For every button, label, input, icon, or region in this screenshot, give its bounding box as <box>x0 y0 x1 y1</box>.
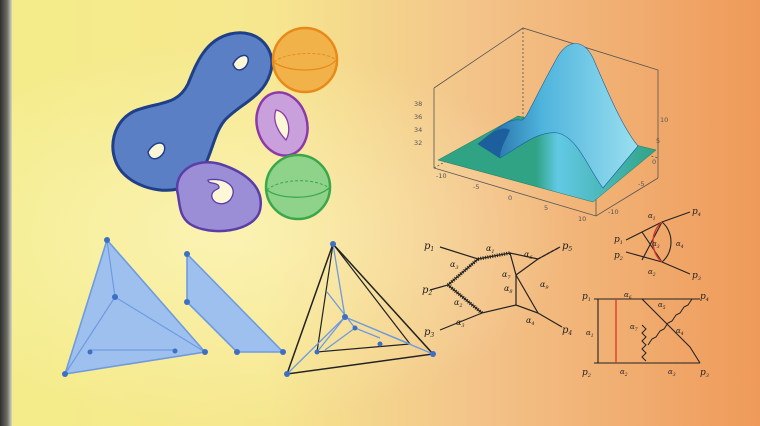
svg-text:α1: α1 <box>486 244 495 255</box>
svg-text:p4: p4 <box>562 325 572 337</box>
x-tick: 5 <box>544 204 548 212</box>
violet-torus <box>175 161 263 233</box>
svg-text:α1: α1 <box>648 212 656 222</box>
green-sphere <box>264 153 332 221</box>
graph-vertex <box>377 341 383 347</box>
svg-text:p1: p1 <box>424 241 434 253</box>
feynman-diagram-box: p1 p2 p3 p4 α1 α2 α3 α4 α5 α6 α7 <box>582 291 709 379</box>
graph-vertex <box>284 371 290 377</box>
surface-plot-3d: 38 36 34 32 -10 -5 0 5 10 10 5 0 -5 -10 <box>414 27 668 223</box>
strip-polytope <box>184 251 286 355</box>
z-tick: 38 <box>414 100 422 108</box>
polytope-diagrams <box>62 237 436 377</box>
z-tick: 32 <box>414 139 422 147</box>
svg-text:p1: p1 <box>614 235 623 246</box>
svg-text:α4: α4 <box>676 240 684 250</box>
y-tick: 5 <box>656 137 660 145</box>
graph-vertex <box>172 348 178 354</box>
graph-vertex <box>87 349 93 355</box>
graph-vertex <box>112 294 118 300</box>
y-tick: -10 <box>608 208 619 216</box>
y-tick: -5 <box>638 180 644 188</box>
graph-vertex <box>184 299 190 305</box>
svg-text:p4: p4 <box>700 292 709 303</box>
surface-trough <box>478 128 510 158</box>
riemann-surfaces-figure <box>111 26 339 233</box>
z-tick: 34 <box>414 126 422 134</box>
svg-text:p3: p3 <box>700 368 709 379</box>
x-tick: -5 <box>473 183 479 191</box>
svg-text:α3: α3 <box>456 318 465 329</box>
svg-text:α5: α5 <box>658 301 666 311</box>
feynman-box-labels: p1 p2 p3 p4 α1 α2 α3 α4 α5 α6 α7 <box>582 291 709 379</box>
svg-text:p2: p2 <box>614 251 623 262</box>
graph-vertex <box>104 237 110 243</box>
feynman-big-labels: p1 p2 p3 p4 p5 α1 α3 α2 α3 α4 α6 α7 α8 α… <box>422 241 572 339</box>
graph-vertex <box>184 251 190 257</box>
svg-text:α6: α6 <box>524 250 533 261</box>
svg-text:α4: α4 <box>526 316 535 327</box>
x-tick: 0 <box>508 194 512 202</box>
z-tick: 36 <box>414 113 422 121</box>
y-axis-ticks: 10 5 0 -5 -10 <box>608 116 668 216</box>
triangle-polytope <box>62 237 208 377</box>
nested-triangle-graph <box>284 241 436 377</box>
feynman-diagram-pentagon: p1 p2 p3 p4 p5 α1 α3 α2 α3 α4 α6 α7 α8 α… <box>422 241 572 339</box>
graph-vertex <box>352 325 358 331</box>
graph-vertex <box>342 314 348 320</box>
svg-text:α2: α2 <box>454 298 463 309</box>
graph-vertex <box>430 351 436 357</box>
x-tick: -10 <box>436 172 447 180</box>
graph-vertex <box>202 349 208 355</box>
svg-text:α8: α8 <box>504 284 513 295</box>
svg-text:α3: α3 <box>652 240 660 250</box>
svg-text:α7: α7 <box>502 270 511 281</box>
svg-text:α3: α3 <box>668 368 676 378</box>
x-tick: 10 <box>578 215 586 223</box>
svg-text:p5: p5 <box>562 241 572 253</box>
graph-vertex <box>62 371 68 377</box>
svg-text:p4: p4 <box>692 207 701 218</box>
svg-text:α4: α4 <box>676 327 684 337</box>
graph-vertex <box>234 349 240 355</box>
y-tick: 10 <box>660 116 668 124</box>
svg-text:α6: α6 <box>624 291 632 301</box>
svg-text:p3: p3 <box>424 327 434 339</box>
svg-text:p2: p2 <box>582 368 591 379</box>
graph-vertex <box>314 349 320 355</box>
surface-ridge <box>477 43 639 189</box>
feynman-small-labels: p1 p2 p3 p4 α1 α2 α3 α4 <box>614 207 701 282</box>
svg-text:α7: α7 <box>630 323 638 333</box>
x-axis-ticks: -10 -5 0 5 10 <box>436 172 586 223</box>
graph-vertex <box>280 349 286 355</box>
svg-text:α9: α9 <box>540 280 549 291</box>
svg-text:p2: p2 <box>422 285 432 297</box>
svg-text:p3: p3 <box>692 271 701 282</box>
z-axis-ticks: 38 36 34 32 <box>414 100 422 147</box>
svg-text:α2: α2 <box>620 368 628 378</box>
y-tick: 0 <box>652 158 656 166</box>
feynman-diagram-small: p1 p2 p3 p4 α1 α2 α3 α4 <box>614 207 701 282</box>
svg-text:α2: α2 <box>648 268 656 278</box>
orange-sphere <box>271 26 339 94</box>
svg-text:α1: α1 <box>586 329 594 339</box>
left-photo-edge <box>0 0 12 426</box>
svg-text:p1: p1 <box>582 292 591 303</box>
svg-text:α3: α3 <box>450 260 459 271</box>
graph-vertex <box>330 241 336 247</box>
purple-torus <box>255 91 309 157</box>
